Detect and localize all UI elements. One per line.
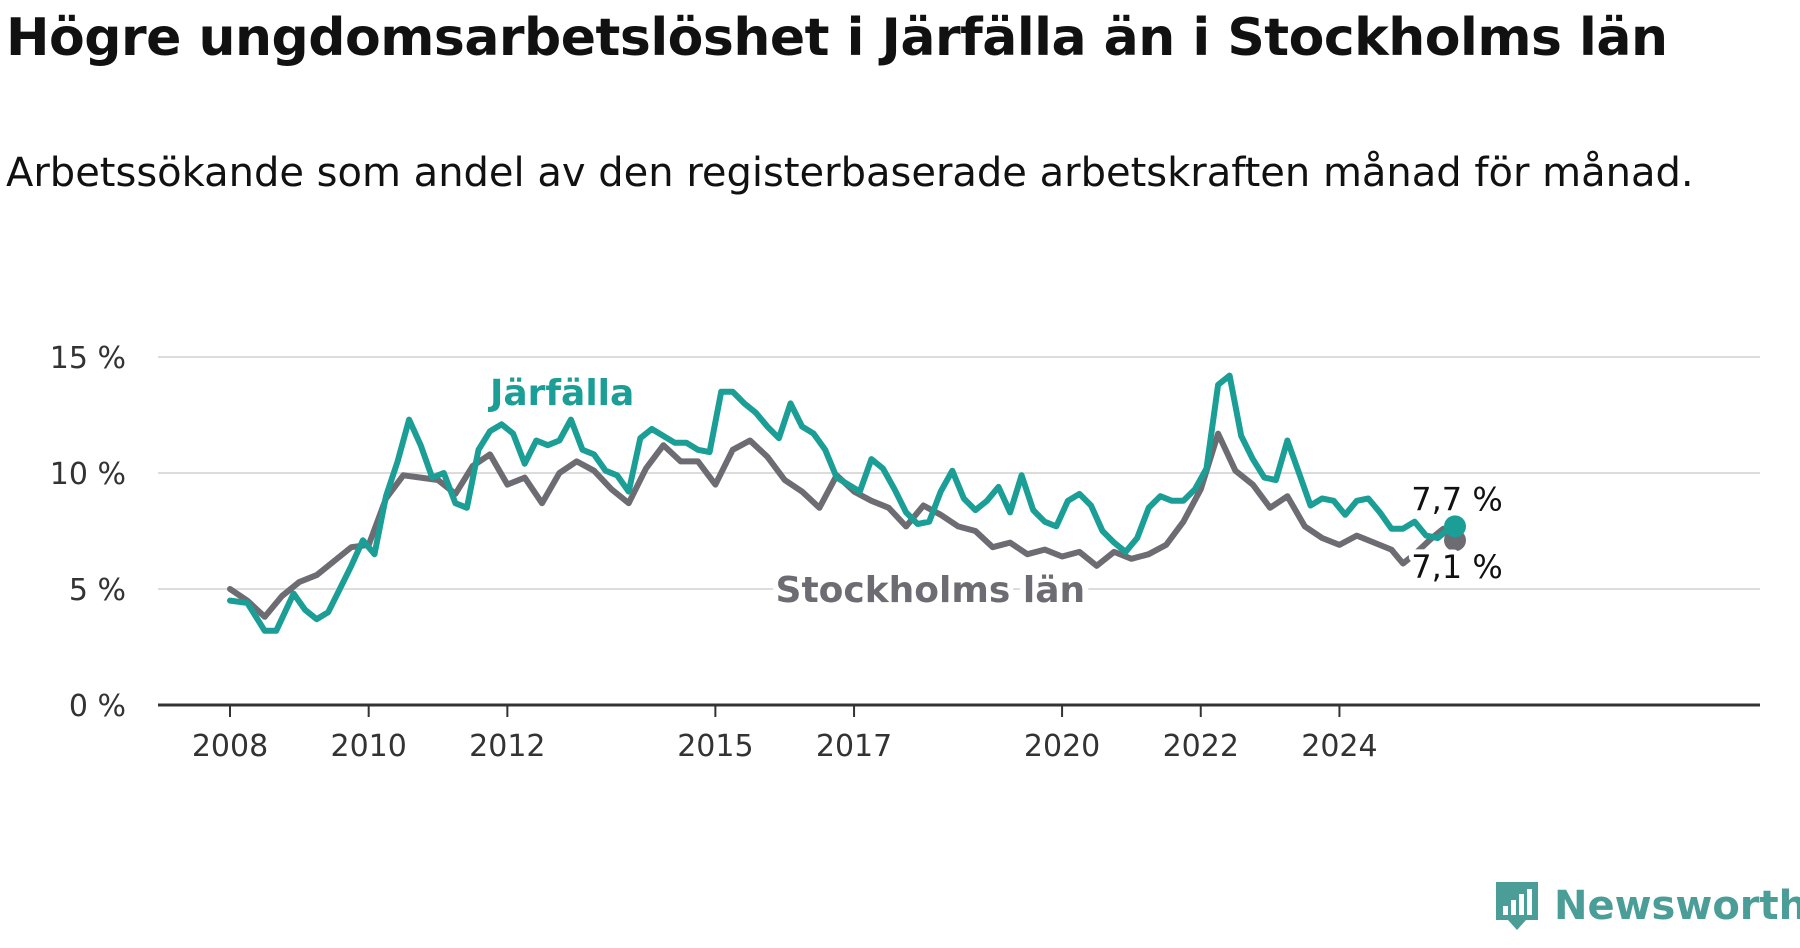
x-tick-label: 2020	[1024, 729, 1100, 764]
x-tick-label: 2015	[677, 729, 753, 764]
series-label-halo: Stockholms län	[776, 570, 1086, 611]
brand-name: Newsworthy	[1554, 883, 1800, 929]
y-tick-label: 5 %	[69, 573, 126, 608]
x-tick-label: 2022	[1163, 729, 1239, 764]
series-line-jarfalla	[227, 372, 1458, 634]
end-value-label-halo: 7,1 %	[1411, 548, 1502, 586]
y-tick-label: 0 %	[69, 689, 126, 724]
series-label-stockholm: Stockholms län	[776, 570, 1086, 611]
end-value-label-jarfalla: 7,7 %	[1411, 481, 1502, 519]
end-value-label-stockholm: 7,1 %	[1411, 548, 1502, 586]
newsworthy-logo: Newsworthy	[1494, 880, 1800, 932]
series-label-jarfalla: Järfälla	[487, 373, 634, 414]
x-tick-label: 2024	[1301, 729, 1377, 764]
y-tick-label: 15 %	[50, 341, 126, 376]
newsworthy-chart-icon	[1496, 882, 1538, 930]
x-tick-label: 2008	[192, 729, 268, 764]
x-tick-label: 2010	[330, 729, 406, 764]
x-tick-label: 2012	[469, 729, 545, 764]
series-label-halo: Järfälla	[487, 373, 634, 414]
x-tick-label: 2017	[816, 729, 892, 764]
end-value-label-halo: 7,7 %	[1411, 481, 1502, 519]
end-point-jarfalla	[1444, 515, 1466, 538]
y-tick-label: 10 %	[50, 457, 126, 492]
chart-subtitle: Arbetssökande som andel av den registerb…	[6, 150, 1694, 196]
chart-title: Högre ungdomsarbetslöshet i Järfälla än …	[6, 8, 1668, 68]
